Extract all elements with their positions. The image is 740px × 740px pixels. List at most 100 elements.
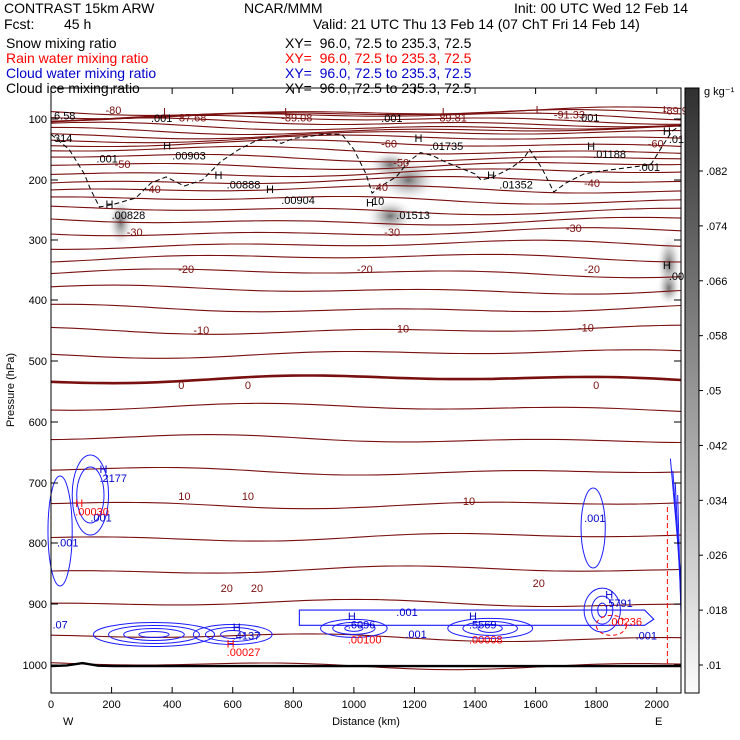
- isotherm-line: [51, 125, 682, 136]
- ice-max-marker: H: [414, 133, 422, 145]
- cloud-water-label: .4137: [233, 630, 261, 642]
- x-tick-label: 600: [224, 699, 242, 711]
- rain-water-label: .00008: [469, 635, 503, 647]
- isotherm-label: -40: [584, 178, 600, 190]
- y-tick-label: 1000: [23, 660, 47, 672]
- isotherm-label: -20: [357, 264, 373, 276]
- isotherm-line: [50, 227, 682, 237]
- ice-contour-label: .001: [151, 113, 172, 125]
- ice-contour-label: .00903: [172, 150, 206, 162]
- axes: 0 200 400 600 800 1000 1200 1400 1600 1800 2000100…: [23, 88, 681, 711]
- cloud-water-label: .001: [396, 607, 417, 619]
- isotherm-label: 20: [533, 578, 545, 590]
- rain-water-label: .00236: [608, 616, 642, 628]
- ice-contour-label: .01188: [593, 149, 626, 161]
- field-name-cloud-water: Cloud water mixing ratio: [6, 65, 157, 81]
- x-axis-label: Distance (km): [332, 716, 400, 728]
- colorbar-unit: g kg⁻¹: [704, 86, 735, 98]
- y-tick-label: 300: [29, 235, 47, 247]
- plot-frame: [50, 87, 682, 694]
- cloud-water-contour: [344, 624, 364, 632]
- ice-max-marker: H: [366, 197, 374, 209]
- colorbar: [684, 87, 700, 694]
- cloud-water-label: .6096: [348, 619, 376, 631]
- ice-contour-label: 314: [54, 133, 72, 145]
- isotherm-label: 10: [463, 496, 475, 508]
- cloud-water-label: .07: [53, 619, 68, 631]
- ice-contour-label: .001: [381, 113, 402, 125]
- ice-contours: [50, 124, 682, 208]
- colorbar-tick-label: .026: [706, 550, 727, 562]
- ice-max-marker: H: [215, 170, 223, 182]
- isotherm-label: -87.68: [175, 112, 206, 124]
- y-tick-label: 200: [29, 175, 47, 187]
- ice-max-marker: H: [663, 126, 671, 138]
- cloud-water-contour: [591, 595, 614, 625]
- field-xy-cloud-water: XY= 96.0, 72.5 to 235.3, 72.5: [285, 65, 472, 81]
- isotherm-label: -20: [584, 264, 600, 276]
- y-tick-label: 500: [29, 356, 47, 368]
- ice-max-marker: H: [163, 141, 171, 153]
- y-tick-label: 100: [29, 114, 47, 126]
- cloud-water-label: .001: [405, 629, 426, 641]
- min-marker: L: [284, 106, 290, 118]
- cloud-water-contour: [123, 628, 185, 641]
- min-marker: L: [442, 106, 448, 118]
- isotherm-line: [50, 130, 681, 140]
- isotherm-label: -50: [393, 158, 409, 170]
- cloud-water-contour: [192, 624, 273, 645]
- cloud-water-max-marker: H: [469, 611, 477, 623]
- colorbar-tick-label: .066: [706, 276, 727, 288]
- isotherm-line: [50, 284, 682, 295]
- colorbar-tick-label: .058: [706, 331, 727, 343]
- cloud-water-label: .001: [57, 538, 78, 550]
- cloud-water-contour: [108, 625, 200, 644]
- colorbar-tick-label: .082: [706, 166, 727, 178]
- valid-time: Valid: 21 UTC Thu 13 Feb 14 (07 ChT Fri …: [313, 16, 640, 32]
- cloud-water-max-marker: H: [99, 464, 107, 476]
- cloud-water-contour: [76, 466, 105, 524]
- isotherm-label: -40: [372, 182, 388, 194]
- isotherm-line: [50, 121, 682, 131]
- isotherm-line: [50, 466, 682, 476]
- ice-shading: [107, 150, 682, 306]
- isotherm-line: [50, 134, 682, 144]
- isotherm-label: 0: [593, 380, 599, 392]
- isotherm-line: [50, 216, 682, 226]
- isotherm-line: [50, 253, 682, 263]
- cloud-water-contour: [92, 622, 216, 647]
- isotherm-label: 10: [178, 491, 190, 503]
- cloud-water-contour: [47, 475, 73, 587]
- x-tick-label: 1200: [402, 699, 426, 711]
- cloud-water-contour: [583, 587, 621, 633]
- isotherm-label: -30: [127, 227, 143, 239]
- cloud-water-contour: [447, 617, 534, 639]
- isotherm-line: [51, 153, 682, 163]
- isotherm-label: -89.81: [436, 112, 467, 124]
- ice-contour-label: .01735: [430, 141, 464, 153]
- isotherm-line: [50, 349, 682, 359]
- cloud-water-max-marker: H: [233, 622, 241, 634]
- x-tick-label: 200: [102, 699, 120, 711]
- ice-contour-label: 10: [372, 196, 384, 208]
- isotherm-line: [50, 324, 682, 335]
- x-tick-label: 400: [163, 699, 181, 711]
- x-tick-label: 800: [284, 699, 302, 711]
- rain-water-label: .00100: [348, 635, 382, 647]
- isotherm-label: -30: [384, 227, 400, 239]
- field-xy-snow: XY= 96.0, 72.5 to 235.3, 72.5: [285, 35, 472, 51]
- ice-contour-label: .00904: [281, 195, 315, 207]
- cloud-water-label: .001: [584, 513, 605, 525]
- colorbar-ticks: .082 .074 .066 .058 .05 .042 .034 .026 .018 .01: [699, 166, 727, 672]
- ice-boundary-dashed: [50, 124, 682, 208]
- fcst-value: 45 h: [64, 16, 92, 32]
- x-tick-label: 1800: [584, 699, 608, 711]
- cloud-water-contour: [580, 487, 606, 569]
- cloud-water-max-marker: H: [348, 611, 356, 623]
- isotherm-label: -89.9: [663, 106, 688, 118]
- cloud-water-contour: [220, 630, 246, 639]
- isotherm-label: -80: [106, 105, 122, 117]
- y-tick-label: 800: [29, 538, 47, 550]
- isotherm-label: -10: [393, 323, 409, 335]
- isotherm-label: -10: [193, 325, 209, 337]
